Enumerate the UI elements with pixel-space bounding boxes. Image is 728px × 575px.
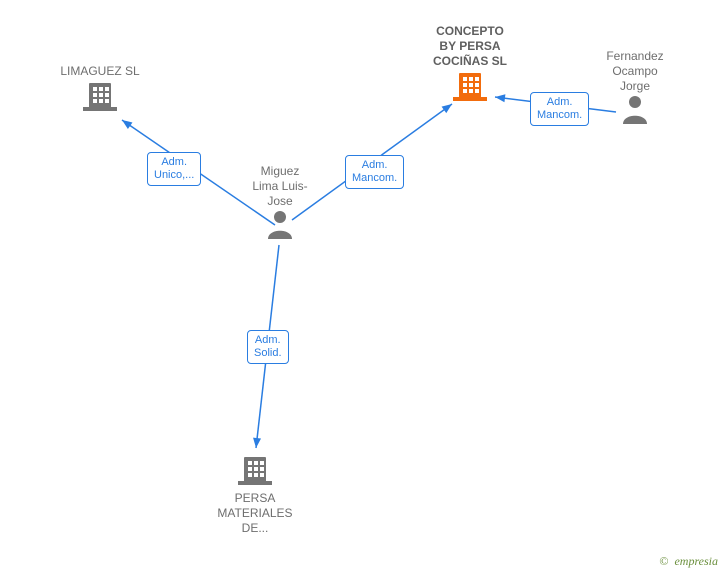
node-persa[interactable]: PERSA MATERIALES DE...: [200, 453, 310, 536]
node-concepto[interactable]: CONCEPTO BY PERSA COCIÑAS SL: [415, 24, 525, 107]
building-icon: [83, 79, 117, 113]
edge-arrowhead: [120, 117, 133, 129]
person-icon: [620, 94, 650, 124]
person-icon: [265, 209, 295, 239]
edge-label: Adm. Solid.: [247, 330, 289, 364]
node-label: PERSA MATERIALES DE...: [200, 491, 310, 536]
edge-arrowhead: [252, 438, 261, 449]
node-label: LIMAGUEZ SL: [45, 64, 155, 79]
node-limaguez[interactable]: LIMAGUEZ SL: [45, 64, 155, 117]
edge-label: Adm. Mancom.: [530, 92, 589, 126]
building-icon: [238, 453, 272, 487]
node-label: Miguez Lima Luis- Jose: [225, 164, 335, 209]
edge-label: Adm. Mancom.: [345, 155, 404, 189]
node-fernandez[interactable]: Fernandez Ocampo Jorge: [580, 49, 690, 128]
building-icon: [453, 69, 487, 103]
edge-label: Adm. Unico,...: [147, 152, 201, 186]
node-label: CONCEPTO BY PERSA COCIÑAS SL: [415, 24, 525, 69]
node-label: Fernandez Ocampo Jorge: [580, 49, 690, 94]
node-miguez[interactable]: Miguez Lima Luis- Jose: [225, 164, 335, 243]
